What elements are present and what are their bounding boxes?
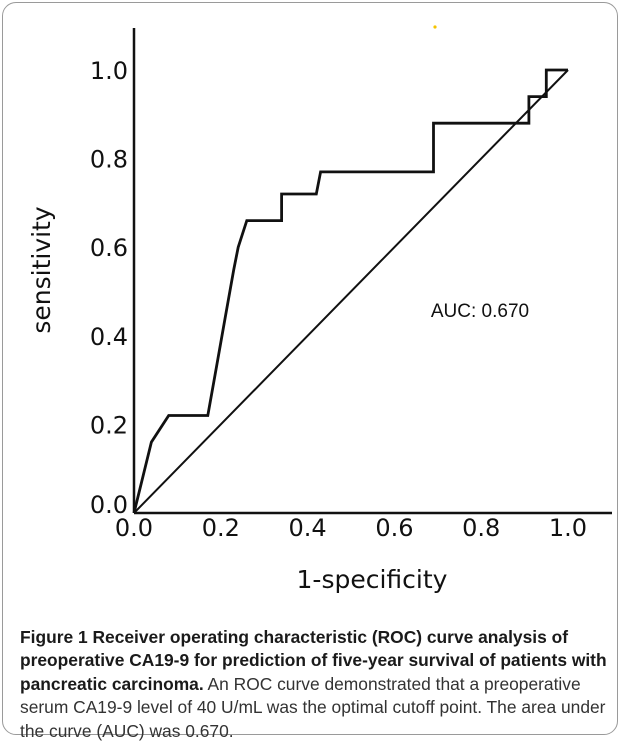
x-tick-label: 1.0 — [549, 514, 587, 542]
y-axis-title: sensitivity — [27, 206, 56, 334]
decorative-dot — [433, 25, 437, 29]
roc-curve — [132, 68, 568, 514]
caption-body: An ROC curve demonstrated that a preoper… — [20, 673, 606, 741]
y-tick-label: 0.2 — [90, 411, 128, 439]
axes — [132, 28, 612, 515]
roc-chart: 0.0 0.2 0.4 0.6 0.8 1.0 0.0 0.2 0.4 0.6 0.8 1.0 1-s… — [27, 25, 612, 594]
figure-caption: Figure 1 Receiver operating characterist… — [20, 626, 610, 743]
x-tick-label: 0.4 — [289, 514, 327, 542]
x-tick-label: 0.6 — [375, 514, 413, 542]
y-tick-label: 0.8 — [90, 146, 128, 174]
tick-labels: 0.0 0.2 0.4 0.6 0.8 1.0 0.0 0.2 0.4 0.6 0.8 1.0 — [90, 57, 587, 542]
x-tick-label: 0.8 — [462, 514, 500, 542]
auc-annotation: AUC: 0.670 — [431, 301, 529, 322]
plot-marks — [132, 68, 569, 514]
y-tick-label: 1.0 — [90, 57, 128, 85]
reference-diagonal — [133, 69, 569, 514]
y-tick-label: 0.4 — [90, 323, 128, 351]
y-tick-label: 0.0 — [90, 491, 128, 519]
x-axis-title: 1-specificity — [297, 565, 448, 594]
y-tick-label: 0.6 — [90, 234, 128, 262]
caption-title: Figure 1 Receiver operating characterist… — [20, 627, 607, 694]
x-tick-label: 0.2 — [202, 514, 240, 542]
x-tick-label: 0.0 — [115, 514, 153, 542]
